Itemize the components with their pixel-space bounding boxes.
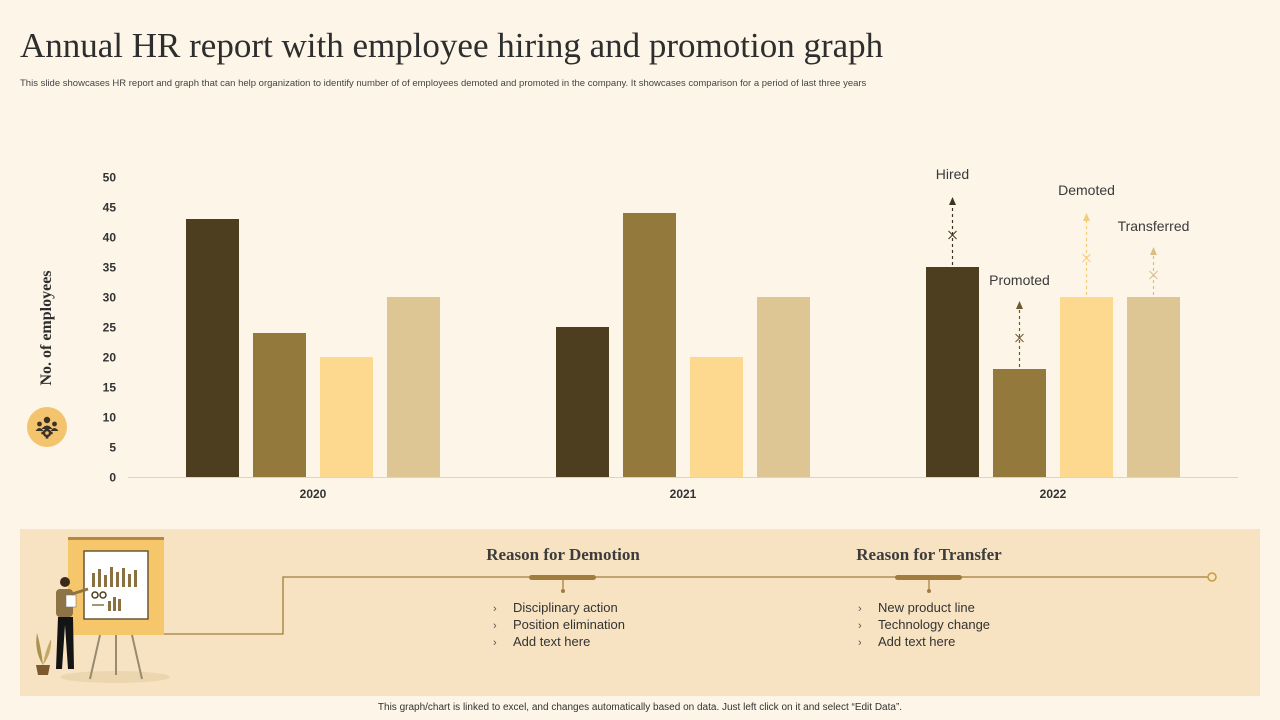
- x-tick-label: 2020: [300, 487, 327, 501]
- y-tick-label: 10: [103, 411, 117, 425]
- chevron-right-icon: ›: [858, 637, 862, 649]
- chevron-right-icon: ›: [493, 603, 497, 615]
- list-item: › Add text here: [858, 634, 956, 649]
- y-tick-label: 30: [103, 291, 117, 305]
- bar-chart[interactable]: 0 5 10 15 20 25 30 35 40 45 50 2020 2021 2022 Hired P…: [0, 140, 1280, 510]
- reasons-panel: Reason for Demotion › Disciplinary action…: [20, 529, 1260, 696]
- presenter-illustration: [36, 537, 1217, 683]
- bar-promoted-2021[interactable]: [623, 213, 676, 477]
- y-axis-label-wrap: No. of employees: [38, 270, 56, 385]
- reason-transfer-title: Reason for Transfer: [856, 545, 1002, 564]
- bar-demoted-2020[interactable]: [320, 357, 373, 477]
- list-item: › Disciplinary action: [493, 600, 618, 615]
- y-tick-label: 45: [103, 201, 117, 215]
- page-subtitle: This slide showcases HR report and graph…: [20, 78, 867, 89]
- reason-demotion-list: › Disciplinary action › Position eliminati…: [493, 600, 625, 651]
- x-tick-label: 2021: [670, 487, 697, 501]
- footer-note: This graph/chart is linked to excel, and…: [377, 702, 903, 713]
- list-item: › New product line: [858, 600, 975, 615]
- reason-transfer-list: › New product line › Technology change › Ad…: [858, 600, 990, 651]
- arrow-head-icon: [949, 197, 956, 205]
- chevron-right-icon: ›: [858, 603, 862, 615]
- bar-hired-2020[interactable]: [186, 219, 239, 477]
- annotation-transferred: Transferred: [1118, 218, 1190, 234]
- arrow-head-icon: [1150, 247, 1157, 255]
- chevron-right-icon: ›: [493, 637, 497, 649]
- arrow-head-icon: [1016, 301, 1023, 309]
- list-item: › Add text here: [493, 634, 591, 649]
- y-axis: 0 5 10 15 20 25 30 35 40 45 50: [103, 171, 117, 485]
- arrow-head-icon: [1083, 213, 1090, 221]
- annotation-demoted: Demoted: [1058, 182, 1115, 198]
- annotation-promoted: Promoted: [989, 272, 1050, 288]
- squiggle-icon: [948, 230, 957, 240]
- y-axis-label: No. of employees: [38, 270, 55, 386]
- list-item: › Technology change: [858, 617, 991, 632]
- bar-promoted-2020[interactable]: [253, 333, 306, 477]
- annotation-hired: Hired: [936, 166, 969, 182]
- bar-demoted-2022[interactable]: [1060, 297, 1113, 477]
- x-tick-label: 2022: [1040, 487, 1067, 501]
- people-gear-icon: [27, 407, 67, 447]
- bar-hired-2022[interactable]: [926, 267, 979, 477]
- bar-transferred-2022[interactable]: [1127, 297, 1180, 477]
- squiggle-icon: [1149, 270, 1158, 280]
- reason-demotion-title: Reason for Demotion: [486, 545, 640, 564]
- y-tick-label: 0: [109, 471, 116, 485]
- bar-transferred-2021[interactable]: [757, 297, 810, 477]
- y-tick-label: 35: [103, 261, 117, 275]
- y-tick-label: 25: [103, 321, 117, 335]
- squiggle-icon: [1015, 333, 1024, 343]
- list-item: › Position elimination: [493, 617, 626, 632]
- bar-demoted-2021[interactable]: [690, 357, 743, 477]
- bar-transferred-2020[interactable]: [387, 297, 440, 477]
- chevron-right-icon: ›: [858, 620, 862, 632]
- y-tick-label: 50: [103, 171, 117, 185]
- squiggle-icon: [1082, 253, 1091, 263]
- y-tick-label: 5: [109, 441, 116, 455]
- y-tick-label: 20: [103, 351, 117, 365]
- y-tick-label: 15: [103, 381, 117, 395]
- x-axis-labels: 2020 2021 2022: [300, 487, 1067, 501]
- bar-promoted-2022[interactable]: [993, 369, 1046, 477]
- page-title: Annual HR report with employee hiring an…: [20, 26, 884, 65]
- bar-hired-2021[interactable]: [556, 327, 609, 477]
- y-tick-label: 40: [103, 231, 117, 245]
- chevron-right-icon: ›: [493, 620, 497, 632]
